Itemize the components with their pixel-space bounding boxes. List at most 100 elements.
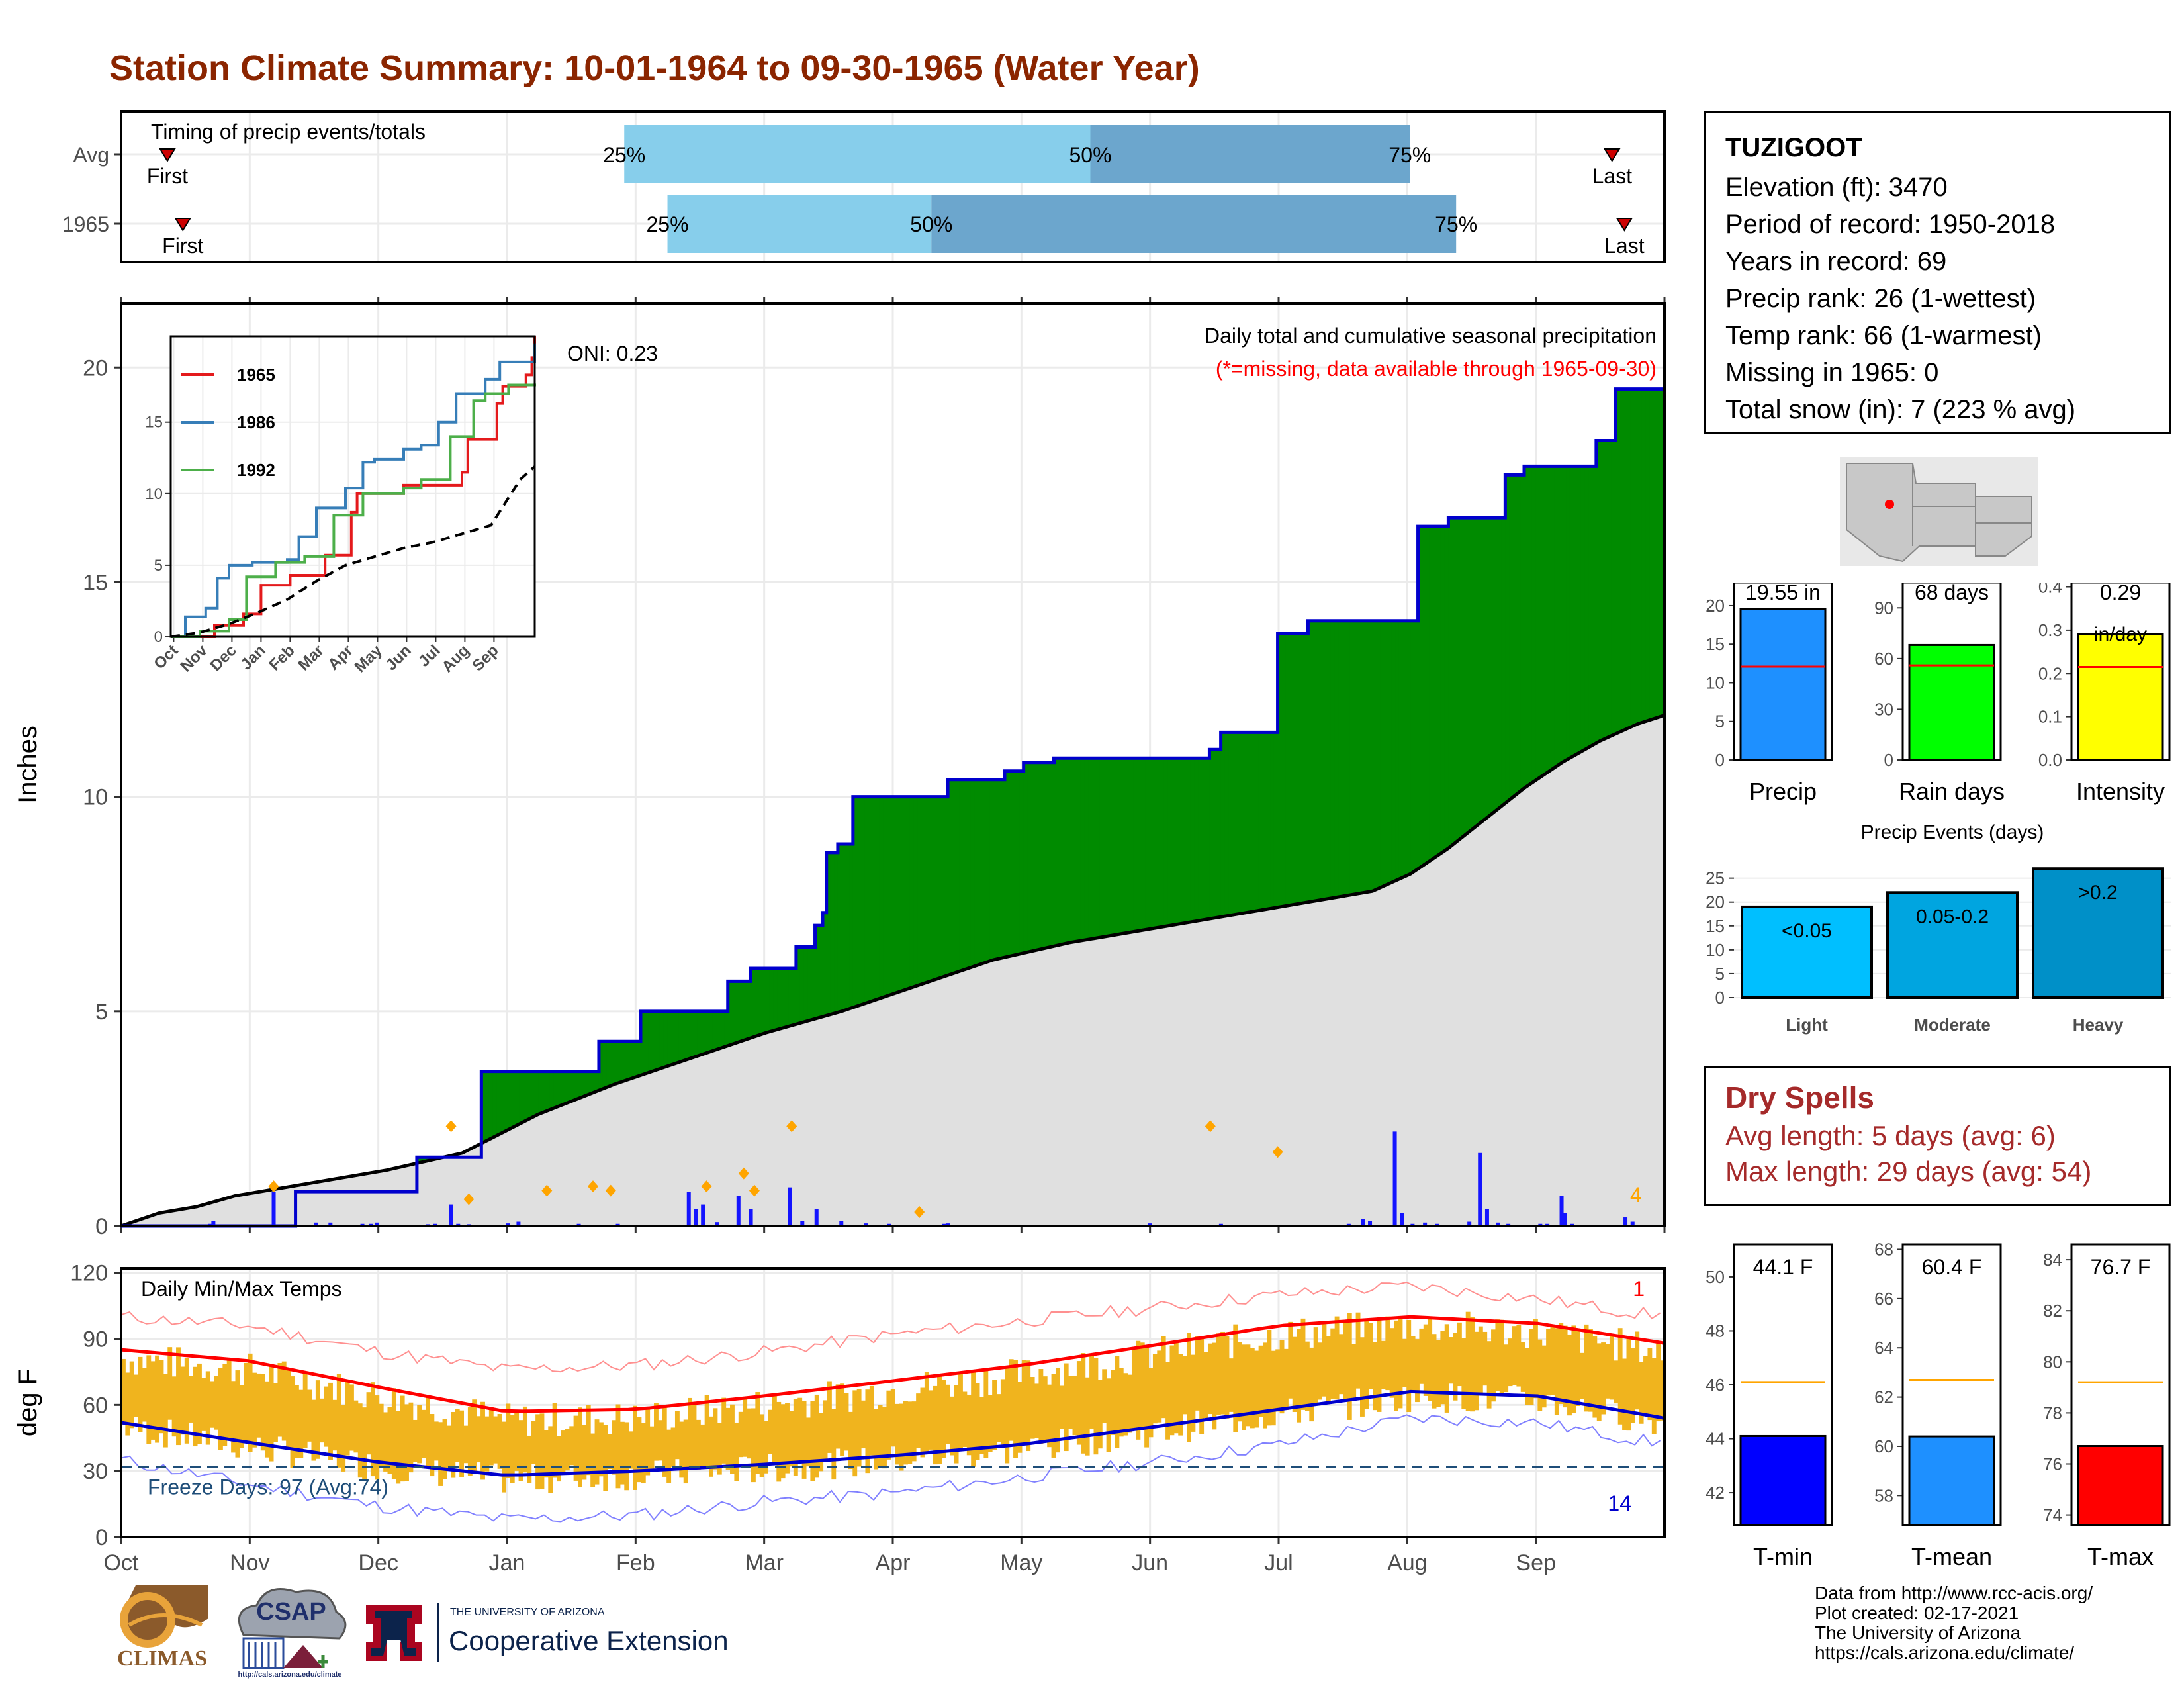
- above-average-area: [1236, 732, 1240, 914]
- daily-precip-bar: [800, 1221, 805, 1226]
- timing-q50-label: 50%: [1069, 143, 1111, 167]
- daily-temp-bar: [375, 1395, 380, 1480]
- above-average-area: [792, 968, 797, 1025]
- above-average-area: [1076, 758, 1081, 941]
- daily-temp-bar: [996, 1394, 1001, 1442]
- above-average-area: [1005, 771, 1009, 957]
- daily-temp-bar: [366, 1392, 371, 1455]
- daily-precip-bar: [839, 1221, 844, 1226]
- daily-precip-event-marker: [1205, 1120, 1216, 1133]
- daily-temp-bar: [290, 1376, 295, 1468]
- daily-temp-bar: [332, 1399, 338, 1451]
- above-average-area: [864, 796, 869, 1004]
- daily-temp-bar: [459, 1410, 465, 1477]
- record-high-count-label: 1: [1633, 1277, 1645, 1301]
- above-average-area: [1038, 762, 1043, 949]
- above-average-area: [909, 796, 915, 988]
- daily-temp-bar: [793, 1399, 798, 1476]
- above-average-area: [1494, 518, 1498, 811]
- daily-temp-bar: [349, 1384, 354, 1451]
- daily-temp-bar: [772, 1393, 777, 1465]
- daily-temp-bar: [561, 1430, 566, 1474]
- daily-precip-event-marker: [738, 1167, 749, 1180]
- above-average-area: [891, 796, 895, 994]
- average-precip-area: [121, 715, 1664, 1226]
- above-average-area: [974, 779, 979, 966]
- daily-temp-bar: [654, 1403, 659, 1461]
- above-average-area: [504, 1071, 509, 1131]
- daily-temp-bar: [975, 1383, 980, 1460]
- mini-value-unit: in/day: [2094, 624, 2147, 645]
- above-average-area: [1596, 440, 1601, 742]
- mini-ytick-label: 74: [2043, 1505, 2062, 1525]
- above-average-area: [1126, 758, 1130, 933]
- daily-temp-bar: [1076, 1361, 1081, 1445]
- above-average-area: [587, 1071, 592, 1094]
- mini-ytick-label: 0.1: [2038, 707, 2062, 727]
- above-average-area: [716, 1011, 721, 1049]
- daily-temp-bar: [1224, 1336, 1230, 1419]
- above-average-area: [852, 796, 858, 1008]
- above-average-area: [1107, 758, 1112, 936]
- daily-temp-bar: [1643, 1356, 1648, 1415]
- daily-temp-bar: [704, 1395, 709, 1469]
- daily-temp-bar: [1381, 1340, 1386, 1389]
- daily-temp-bar: [658, 1420, 663, 1461]
- above-average-area: [1228, 732, 1233, 915]
- station-years: Years in record: 69: [1725, 247, 1947, 276]
- daily-precip-event-marker: [541, 1184, 553, 1197]
- precip-events-title: Precip Events (days): [1861, 821, 2044, 843]
- above-average-area: [1023, 762, 1028, 953]
- daily-temp-bar: [755, 1391, 760, 1474]
- mini-value-bar: [2077, 1445, 2164, 1526]
- above-average-area: [1501, 518, 1506, 805]
- precip-ytick-label: 15: [83, 570, 108, 595]
- above-average-area: [1486, 518, 1491, 817]
- above-average-area: [515, 1071, 520, 1125]
- daily-temp-bar: [1630, 1348, 1635, 1423]
- above-average-area: [545, 1071, 551, 1111]
- daily-temp-bar: [929, 1390, 934, 1450]
- precip-ylabel: Inches: [13, 726, 42, 804]
- timing-last-label: Last: [1592, 164, 1632, 188]
- daily-temp-bar: [662, 1405, 667, 1477]
- daily-temp-bar: [345, 1382, 350, 1456]
- above-average-area: [1391, 620, 1396, 882]
- daily-temp-bar: [1461, 1338, 1467, 1409]
- climas-logo: CLIMAS: [109, 1579, 215, 1678]
- daily-temp-bar: [408, 1402, 414, 1473]
- daily-temp-bar: [1026, 1360, 1031, 1452]
- daily-temp-bar: [933, 1385, 938, 1465]
- daily-temp-bar: [823, 1400, 828, 1460]
- daily-temp-bar: [840, 1383, 845, 1456]
- above-average-area: [1330, 620, 1336, 898]
- above-average-area: [1588, 466, 1593, 747]
- daily-temp-bar: [543, 1430, 549, 1478]
- above-average-area: [769, 968, 774, 1031]
- temp-xtick-label: Oct: [104, 1550, 139, 1575]
- daily-temp-bar: [167, 1347, 173, 1420]
- dry-spells-box: Dry Spells Avg length: 5 days (avg: 6) M…: [1704, 1066, 2171, 1206]
- mini-category-label: T-min: [1753, 1543, 1813, 1570]
- above-average-area: [727, 981, 733, 1045]
- daily-precip-event-marker: [786, 1120, 797, 1133]
- above-average-area: [561, 1071, 565, 1105]
- above-average-area: [1118, 758, 1123, 934]
- daily-temp-bar: [311, 1399, 316, 1461]
- daily-temp-bar: [518, 1420, 523, 1481]
- daily-temp-bar: [907, 1401, 913, 1464]
- above-average-area: [1084, 758, 1089, 940]
- timing-bar-50-75: [1090, 125, 1410, 183]
- above-average-area: [997, 779, 1001, 959]
- ua-logo: THE UNIVERSITY OF ARIZONA Cooperative Ex…: [361, 1599, 758, 1671]
- above-average-area: [1171, 758, 1176, 925]
- daily-temp-bar: [1055, 1368, 1060, 1453]
- daily-temp-bar: [171, 1376, 177, 1437]
- mini-value-bar: [1739, 1434, 1827, 1526]
- above-average-area: [538, 1071, 543, 1114]
- daily-temp-bar: [721, 1397, 727, 1464]
- above-average-area: [1357, 620, 1362, 894]
- daily-temp-bar: [582, 1424, 587, 1480]
- locator-map: [1840, 457, 2038, 566]
- above-average-area: [1095, 758, 1100, 938]
